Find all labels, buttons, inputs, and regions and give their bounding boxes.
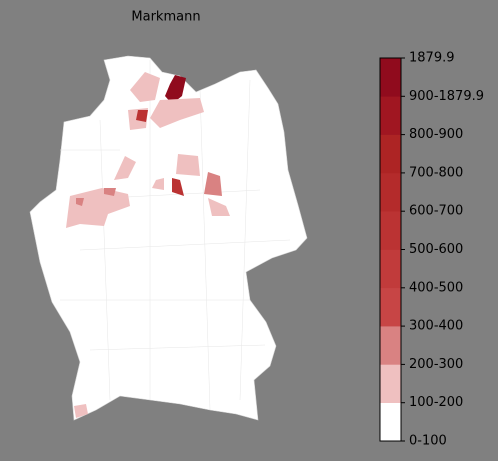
colorbar-segment [380,402,401,442]
colorbar-segment [380,58,401,97]
region [204,172,222,196]
region [176,154,200,176]
colorbar-segment [380,172,401,212]
region [104,188,116,196]
country-outline [29,55,308,421]
district-borders [60,60,291,411]
region [74,404,88,418]
colorbar-segment [380,364,401,403]
colorbar-label: 0-100 [409,434,447,449]
colorbar: 0-100 100-200 200-300 300-400 400-500 500-600… [379,51,484,449]
region [172,178,184,196]
colorbar-label: 800-900 [409,127,463,142]
colorbar-label: 400-500 [409,280,463,295]
colorbar-segment [380,326,401,365]
colorbar-label: 100-200 [409,395,463,410]
map-title: Markmann [131,10,200,25]
region [165,75,186,104]
region [136,110,148,122]
colorbar-label: 200-300 [409,357,463,372]
colorbar-label: 700-800 [409,165,463,180]
region [208,198,230,216]
colorbar-segment [380,134,401,174]
region [114,156,136,180]
colorbar-segment [380,249,401,289]
colorbar-segment [380,287,401,327]
region [76,198,84,206]
region [150,98,204,128]
colorbar-label: 1879.9 [409,51,455,66]
colorbar-label: 500-600 [409,242,463,257]
colorbar-label: 900-1879.9 [409,89,484,104]
region [130,72,160,102]
region [152,178,164,190]
colorbar-label: 300-400 [409,319,463,334]
colorbar-segment [380,96,401,135]
colorbar-label: 600-700 [409,204,463,219]
colorbar-segment [380,211,401,250]
germany-map [29,55,308,421]
